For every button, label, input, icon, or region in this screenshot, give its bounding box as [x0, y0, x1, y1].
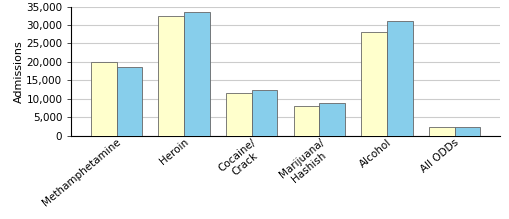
Bar: [225, 93, 251, 136]
Bar: [428, 127, 454, 136]
Bar: [386, 21, 412, 136]
Bar: [251, 90, 277, 136]
Bar: [158, 16, 184, 136]
Bar: [117, 67, 142, 136]
Bar: [319, 102, 345, 136]
Bar: [293, 106, 319, 136]
Y-axis label: Admissions: Admissions: [13, 40, 23, 102]
Bar: [91, 62, 117, 136]
Bar: [360, 32, 386, 136]
Bar: [184, 12, 210, 136]
Bar: [454, 127, 479, 136]
